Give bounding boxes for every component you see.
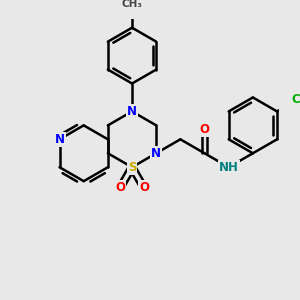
Text: N: N	[151, 147, 161, 160]
Text: O: O	[200, 123, 209, 136]
Text: O: O	[139, 181, 149, 194]
Text: O: O	[115, 181, 125, 194]
Text: N: N	[55, 133, 64, 146]
Text: CH₃: CH₃	[122, 0, 142, 9]
Text: N: N	[127, 105, 137, 118]
Text: S: S	[128, 161, 136, 174]
Text: Cl: Cl	[291, 93, 300, 106]
Text: NH: NH	[219, 161, 238, 174]
